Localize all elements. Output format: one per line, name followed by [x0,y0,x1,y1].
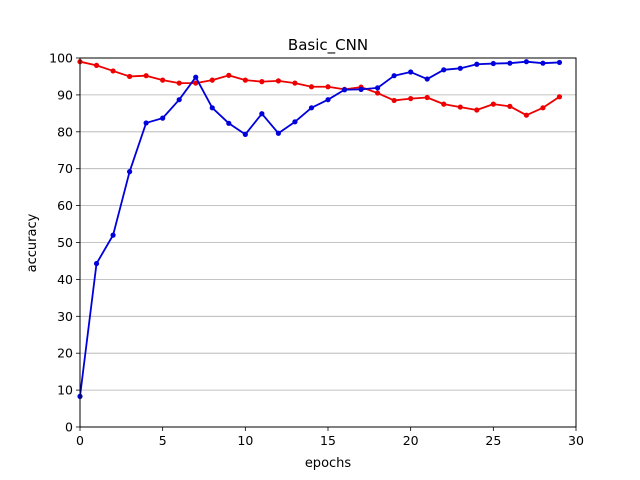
y-tick-label: 30 [57,309,73,324]
series-2 [77,59,563,399]
data-point [325,97,331,103]
data-point [209,77,215,83]
data-point [292,80,298,86]
data-point [507,103,513,109]
data-point [408,69,414,75]
series-1 [77,59,563,118]
data-point [275,78,281,84]
data-point [441,67,447,73]
data-point [490,101,496,107]
data-point [110,232,116,238]
x-axis: 0 5 10 15 20 25 30 [76,427,584,448]
data-point [325,84,331,90]
data-point [391,97,397,104]
data-point [143,73,149,79]
data-point [375,90,381,96]
data-point [93,260,100,267]
x-tick-label: 10 [237,433,253,448]
data-point [523,59,530,65]
data-point [408,95,414,102]
x-tick-label: 15 [320,433,336,448]
data-point [176,80,182,86]
series-group [77,59,563,399]
data-point [358,86,364,92]
data-point [457,65,463,71]
data-point [556,59,563,66]
x-tick-label: 0 [76,433,84,448]
data-point [441,101,447,107]
data-point [391,73,397,79]
y-tick-label: 0 [65,420,73,435]
data-point [292,119,298,125]
data-point [259,111,265,117]
data-point [143,120,149,126]
x-tick-label: 5 [159,433,167,448]
data-point [127,169,133,175]
x-axis-label: epochs [305,456,352,471]
data-point [424,76,430,82]
data-point [160,115,166,121]
series-line [79,60,560,397]
y-tick-label: 50 [57,235,73,250]
y-tick-label: 90 [57,87,73,102]
data-point [375,85,381,91]
data-point [110,68,116,74]
y-tick-label: 20 [57,346,73,361]
data-point [259,79,265,85]
x-tick-label: 30 [568,433,584,448]
data-point [474,107,480,113]
x-tick-label: 20 [403,433,419,448]
data-point [457,104,463,110]
data-point [424,94,430,101]
data-point [193,80,199,86]
data-point [226,120,232,126]
data-point [275,130,281,136]
y-tick-label: 10 [57,383,73,398]
data-point [556,94,563,100]
data-point [242,77,248,83]
y-axis: 0 10 20 30 40 50 60 70 80 90 100 [49,51,80,435]
y-tick-label: 60 [57,198,73,213]
data-point [507,60,513,66]
y-tick-label: 70 [57,161,73,176]
data-point [308,105,315,111]
data-point [341,87,348,93]
data-point [209,105,215,111]
data-point [127,73,133,80]
gridlines [80,57,576,428]
data-point [490,60,496,67]
y-tick-label: 100 [49,51,73,66]
data-point [226,72,232,78]
y-tick-label: 40 [57,272,73,287]
y-tick-label: 80 [57,124,73,139]
data-point [160,77,166,83]
data-point [176,97,182,103]
y-axis-label: accuracy [25,213,40,272]
chart-title: Basic_CNN [288,36,368,55]
series-line [79,60,560,117]
x-tick-label: 25 [485,433,501,448]
data-point [523,112,530,118]
data-point [540,105,546,111]
data-point [193,74,199,80]
data-point [308,84,315,90]
data-point [242,131,248,137]
data-point [540,60,546,66]
data-point [93,62,100,68]
data-point [474,61,480,67]
